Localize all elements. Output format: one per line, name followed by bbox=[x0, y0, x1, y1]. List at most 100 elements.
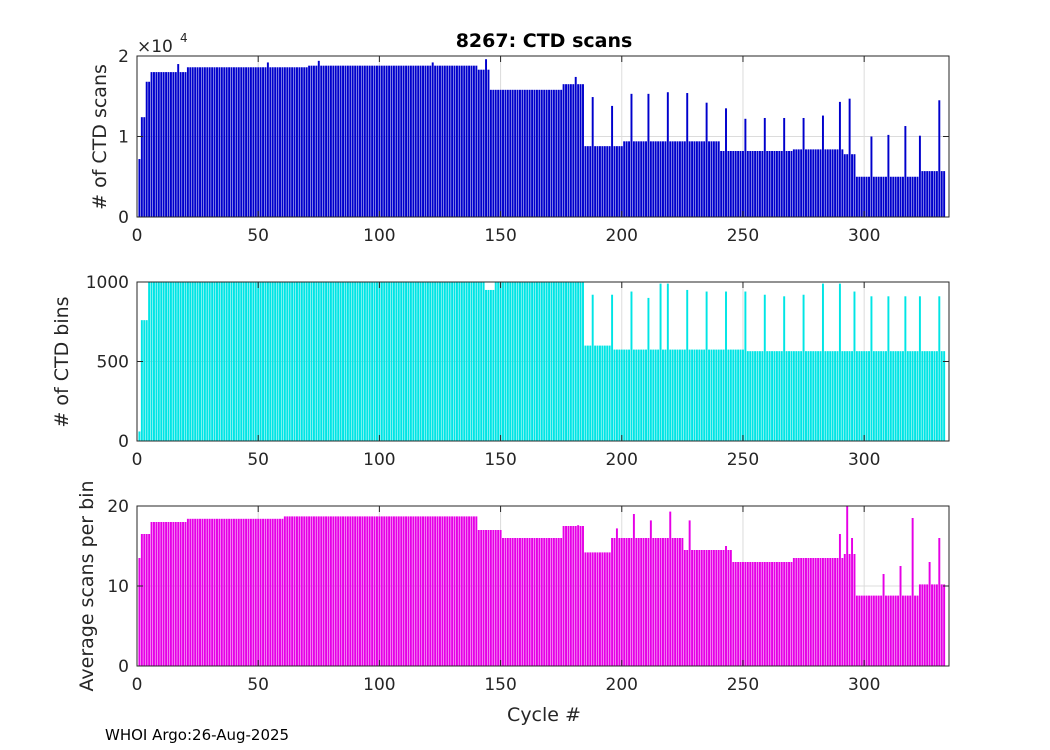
bar bbox=[868, 595, 870, 666]
bar bbox=[463, 65, 466, 217]
bar bbox=[671, 538, 674, 666]
bar bbox=[885, 351, 887, 441]
bar bbox=[463, 282, 466, 441]
bar bbox=[174, 522, 177, 666]
bar bbox=[354, 282, 357, 441]
bar bbox=[615, 349, 618, 441]
bar bbox=[897, 351, 900, 441]
bar bbox=[351, 516, 354, 666]
bar bbox=[763, 294, 766, 441]
bar bbox=[831, 558, 834, 666]
bar bbox=[933, 351, 936, 441]
bar bbox=[882, 574, 885, 666]
bar bbox=[281, 518, 284, 666]
bar bbox=[385, 516, 388, 666]
bar bbox=[565, 282, 567, 441]
average-panel: 0 50 100 150 200 250 300 0 10 20 bbox=[107, 497, 950, 695]
bar bbox=[138, 159, 141, 217]
bar bbox=[531, 282, 534, 441]
bar bbox=[880, 176, 883, 217]
bar bbox=[800, 558, 803, 666]
bar bbox=[451, 516, 454, 666]
bar bbox=[543, 282, 546, 441]
bar bbox=[899, 351, 902, 441]
bar bbox=[737, 150, 740, 217]
bar bbox=[703, 141, 706, 217]
bar bbox=[725, 546, 727, 666]
bar bbox=[657, 349, 660, 441]
bar bbox=[373, 65, 376, 217]
bar bbox=[642, 349, 645, 441]
bar bbox=[152, 522, 155, 666]
bar bbox=[172, 522, 175, 666]
bar bbox=[940, 171, 943, 217]
bar bbox=[887, 595, 890, 666]
bar bbox=[155, 72, 158, 217]
bar bbox=[325, 282, 328, 441]
bar bbox=[274, 518, 277, 666]
bar bbox=[426, 65, 429, 217]
bar bbox=[695, 349, 698, 441]
bar bbox=[877, 595, 880, 666]
bar bbox=[441, 282, 444, 441]
bar bbox=[448, 65, 451, 217]
bar bbox=[160, 282, 163, 441]
bar bbox=[824, 558, 827, 666]
bar bbox=[259, 67, 262, 218]
bar bbox=[698, 141, 701, 217]
bar bbox=[805, 149, 807, 217]
bar bbox=[683, 550, 686, 666]
bar bbox=[904, 126, 907, 217]
bar bbox=[499, 530, 502, 666]
bar bbox=[703, 550, 706, 666]
bar bbox=[582, 282, 584, 441]
bar bbox=[402, 516, 405, 666]
bar bbox=[434, 516, 437, 666]
x-tick-label: 300 bbox=[848, 226, 880, 246]
bar bbox=[182, 72, 185, 217]
bar bbox=[666, 283, 669, 441]
bar bbox=[877, 176, 880, 217]
bar bbox=[708, 141, 711, 217]
bar bbox=[613, 538, 616, 666]
y-tick-label: 0 bbox=[118, 208, 129, 228]
bar bbox=[630, 291, 633, 441]
bar bbox=[523, 89, 526, 217]
bar bbox=[606, 345, 609, 441]
bar bbox=[225, 518, 228, 666]
bar bbox=[375, 516, 378, 666]
bar bbox=[271, 518, 274, 666]
bar bbox=[538, 89, 541, 217]
bar bbox=[722, 150, 725, 217]
bar bbox=[608, 552, 611, 666]
bar bbox=[560, 89, 563, 217]
bar bbox=[288, 67, 291, 218]
bar bbox=[841, 558, 844, 666]
bar bbox=[429, 282, 432, 441]
bar bbox=[662, 538, 664, 666]
bar bbox=[274, 67, 277, 218]
bar bbox=[472, 516, 475, 666]
bar bbox=[754, 351, 757, 441]
bar bbox=[805, 558, 807, 666]
bar bbox=[397, 516, 400, 666]
bar bbox=[725, 108, 727, 217]
bar bbox=[269, 518, 272, 666]
x-tick-label: 150 bbox=[484, 450, 516, 470]
bar bbox=[865, 595, 868, 666]
bar bbox=[300, 516, 303, 666]
bar bbox=[436, 282, 439, 441]
bar bbox=[846, 154, 849, 217]
bar bbox=[271, 67, 274, 218]
bar bbox=[732, 349, 735, 441]
bar bbox=[232, 282, 235, 441]
bar bbox=[451, 282, 454, 441]
bar bbox=[710, 550, 713, 666]
bar bbox=[819, 351, 822, 441]
x-tick-label: 0 bbox=[132, 226, 143, 246]
bar bbox=[310, 282, 313, 441]
bar bbox=[935, 351, 938, 441]
bar bbox=[681, 349, 684, 441]
bar bbox=[165, 282, 168, 441]
